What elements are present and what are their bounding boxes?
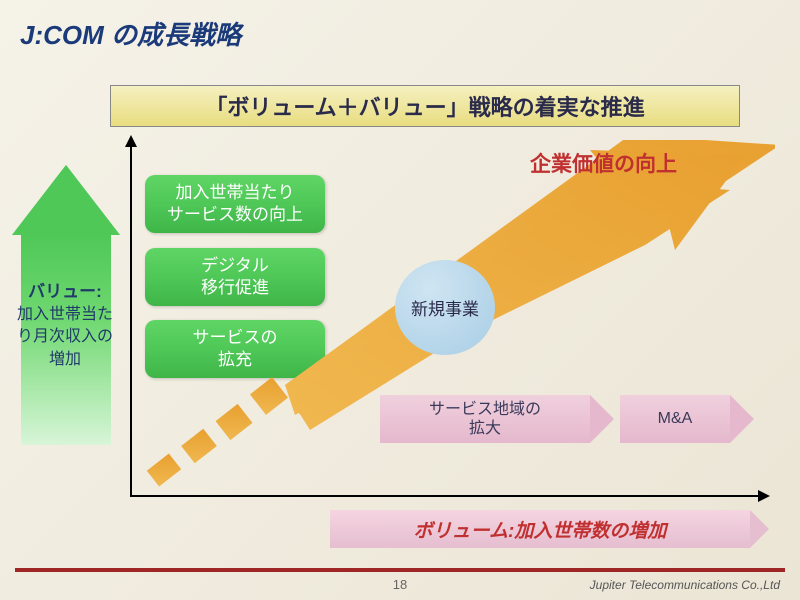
arrow-head-icon — [12, 165, 120, 235]
value-heading: バリュー: — [15, 280, 115, 304]
corporate-value-label: 企業価値の向上 — [530, 148, 677, 178]
y-axis — [130, 145, 132, 495]
banner: 「ボリューム＋バリュー」戦略の着実な推進 — [110, 85, 740, 127]
footer-divider — [15, 568, 785, 572]
value-body: 加入世帯当たり月次収入の増加 — [15, 304, 115, 371]
value-axis-label: バリュー: 加入世帯当たり月次収入の増加 — [15, 280, 115, 371]
new-business-circle: 新規事業 — [395, 260, 495, 355]
footer-company: Jupiter Telecommunications Co.,Ltd — [590, 578, 780, 592]
slide-title: J:COM の成長戦略 — [20, 15, 241, 52]
page-number: 18 — [393, 577, 407, 592]
volume-axis-label: ボリューム:加入世帯数の増加 — [330, 510, 750, 548]
